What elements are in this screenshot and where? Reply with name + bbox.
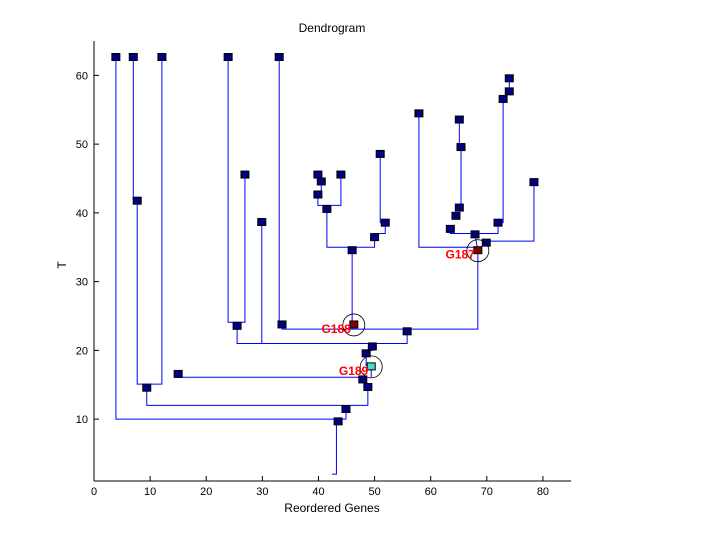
nodes: G187 G188 G189 (111, 53, 539, 426)
dendrogram-node (358, 375, 368, 384)
dendrogram-node (240, 170, 250, 179)
dendrogram-node (498, 94, 508, 103)
dendrogram-edge (418, 113, 478, 248)
y-tick-label: 40 (76, 208, 88, 220)
dendrogram-node (363, 383, 373, 391)
dendrogram-node (347, 246, 357, 255)
dendrogram-node (336, 170, 346, 179)
highlight-circle (466, 239, 490, 263)
x-tick-label: 80 (537, 486, 549, 498)
dendrogram-node (367, 342, 377, 351)
x-tick-label: 40 (312, 486, 324, 498)
dendrogram-node (451, 211, 461, 220)
dendrogram-node (142, 383, 152, 392)
dendrogram-node (313, 170, 323, 179)
dendrogram-node (313, 190, 323, 199)
x-tick-label: 60 (425, 486, 437, 498)
highlighted-node-g188 (349, 320, 359, 329)
dendrogram-edge (227, 57, 246, 323)
dendrogram-edge (326, 209, 376, 248)
x-tick-label: 10 (144, 486, 156, 498)
highlighted-node-g189 (366, 362, 376, 371)
dendrogram-node (481, 238, 491, 247)
dendrogram-node (380, 218, 390, 227)
highlight-circle (342, 313, 366, 337)
x-tick-label: 50 (368, 486, 380, 498)
dendrogram-node (322, 204, 332, 213)
dendrogram-node (341, 405, 351, 413)
edges (115, 57, 535, 475)
dendrogram-edge (115, 57, 347, 420)
x-tick-label: 30 (256, 486, 268, 498)
dendrogram-node (173, 369, 183, 378)
dendrogram-node (232, 321, 242, 330)
gene-label: G189 (339, 364, 369, 378)
dendrogram-edge (331, 421, 337, 475)
dendrogram-node (375, 149, 385, 158)
y-tick-label: 50 (76, 139, 88, 151)
dendrogram-node (132, 196, 142, 205)
dendrogram-node (157, 53, 167, 61)
dendrogram-node (414, 109, 424, 118)
dendrogram-node (257, 218, 267, 226)
highlighted-node-g187 (473, 246, 483, 255)
dendrogram-edge (486, 182, 535, 242)
highlight-circle (359, 355, 383, 379)
dendrogram-node (493, 218, 503, 227)
dendrogram-node (454, 115, 464, 124)
dendrogram-node (456, 143, 466, 152)
x-tick-label: 20 (200, 486, 212, 498)
dendrogram-node (454, 203, 464, 212)
dendrogram-edge (146, 387, 369, 406)
axes: 0 10 20 30 40 50 60 70 80 10 20 30 40 50 60 (76, 41, 571, 498)
dendrogram-node (111, 53, 121, 61)
dendrogram-node (504, 87, 514, 96)
dendrogram-node (277, 320, 287, 329)
dendrogram-node (504, 74, 514, 83)
y-axis-label: T (55, 261, 69, 269)
dendrogram-node (370, 233, 380, 242)
dendrogram-node (223, 53, 233, 61)
dendrogram-node (445, 224, 455, 233)
dendrogram-edge (281, 250, 479, 330)
x-tick-label: 70 (481, 486, 493, 498)
y-tick-label: 10 (76, 414, 88, 426)
y-tick-label: 30 (76, 277, 88, 289)
dendrogram-node (274, 53, 284, 61)
dendrogram-edge (236, 326, 408, 344)
dendrogram-node (470, 230, 480, 239)
x-axis-label: Reordered Genes (284, 501, 379, 515)
dendrogram-node (316, 177, 326, 186)
dendrogram-node (402, 327, 412, 336)
dendrogram-edge (136, 57, 163, 385)
dendrogram-node (333, 417, 343, 426)
dendrogram-edge (177, 374, 363, 378)
y-tick-label: 20 (76, 345, 88, 357)
gene-label: G187 (445, 248, 475, 262)
dendrogram-edge (132, 57, 138, 200)
y-tick-label: 60 (76, 70, 88, 82)
x-tick-label: 0 (91, 486, 97, 498)
chart-title: Dendrogram (299, 21, 366, 35)
gene-label: G188 (321, 322, 351, 336)
dendrogram-node (128, 53, 138, 61)
dendrogram-node (529, 178, 539, 187)
